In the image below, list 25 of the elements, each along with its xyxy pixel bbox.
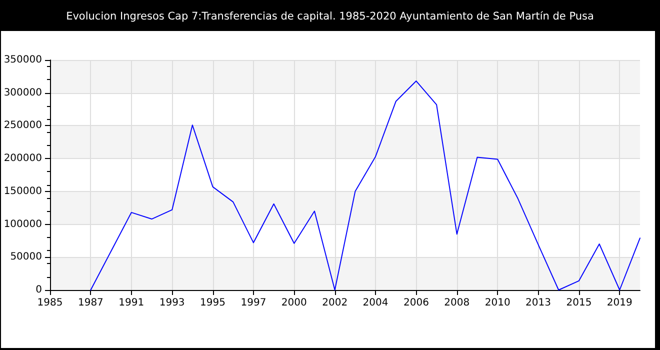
x-tick-label: 2010 bbox=[484, 298, 510, 308]
x-tick-label: 2013 bbox=[526, 298, 551, 308]
x-tick-label: 1993 bbox=[159, 298, 185, 308]
x-tick-label: 2015 bbox=[566, 298, 592, 308]
y-tick-label: 150000 bbox=[4, 186, 42, 197]
y-tick-label: 200000 bbox=[4, 153, 42, 164]
line-series bbox=[90, 80, 640, 290]
x-tick-label: 2019 bbox=[606, 298, 632, 308]
x-tick-label: 1991 bbox=[118, 298, 144, 308]
y-tick-label: 350000 bbox=[4, 54, 42, 66]
x-tick-label: 2004 bbox=[362, 298, 388, 308]
x-tick-label: 1995 bbox=[200, 298, 226, 308]
chart-title: Evolucion Ingresos Cap 7:Transferencias de capital. 1985-2020 Ayuntamiento de San Martín de Pusa bbox=[66, 10, 594, 22]
y-tick-label: 50000 bbox=[10, 252, 42, 263]
x-tick-label: 2006 bbox=[403, 298, 429, 308]
x-tick-label: 1987 bbox=[78, 298, 104, 308]
x-tick-label: 2000 bbox=[281, 298, 307, 308]
x-tick-label: 1985 bbox=[37, 298, 63, 308]
y-tick-label: 250000 bbox=[4, 120, 42, 132]
x-tick-label: 2008 bbox=[444, 298, 470, 308]
y-tick-label: 100000 bbox=[4, 218, 42, 230]
x-tick-label: 2002 bbox=[322, 298, 348, 308]
x-tick-label: 1997 bbox=[240, 298, 266, 308]
y-tick-label: 300000 bbox=[4, 87, 42, 98]
y-tick-label: 0 bbox=[36, 284, 42, 296]
